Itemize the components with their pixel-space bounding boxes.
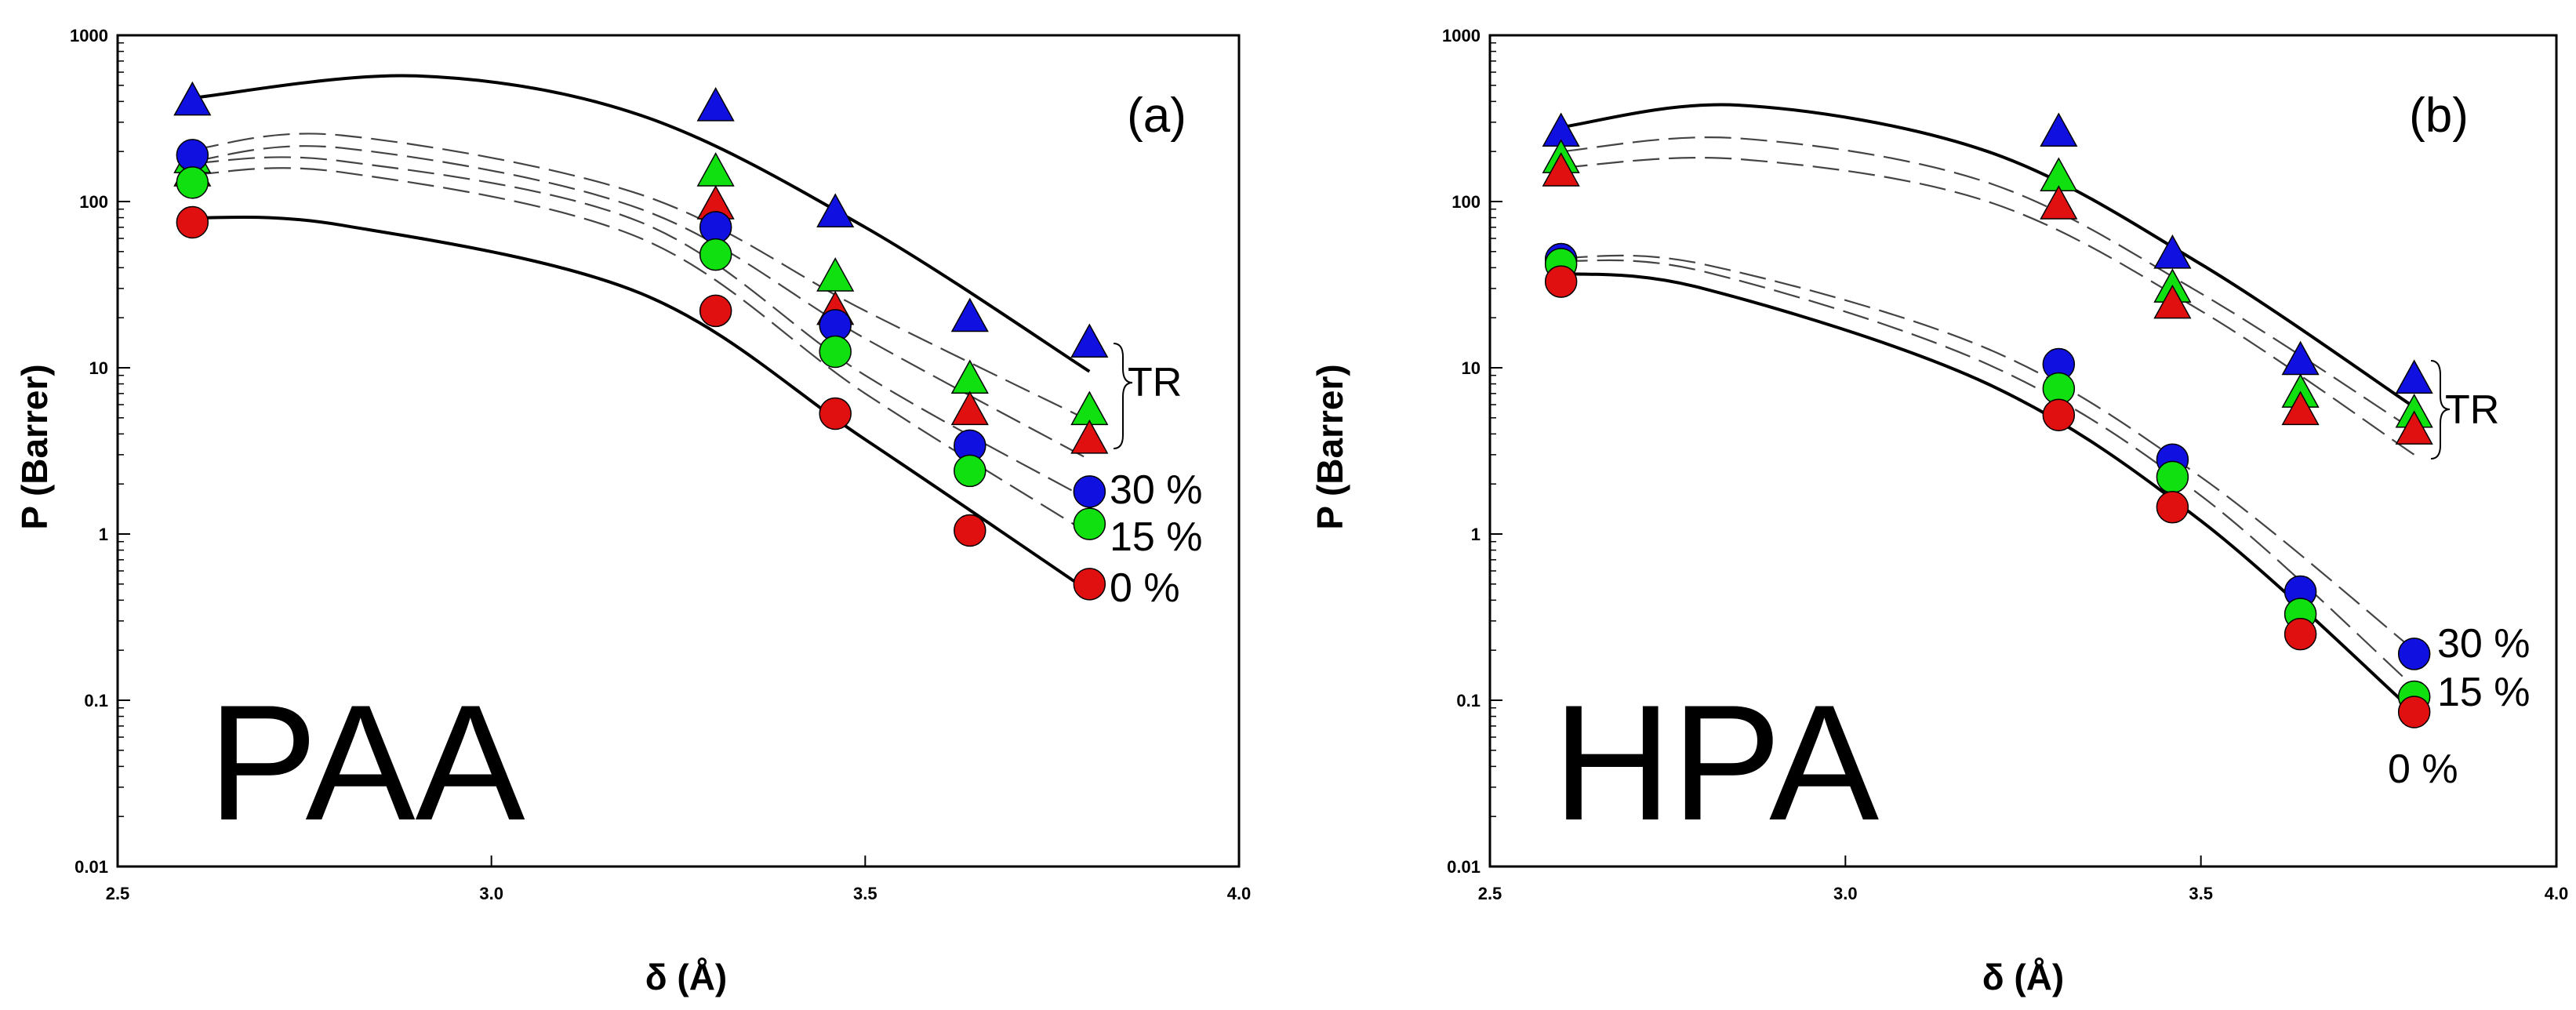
data-markers [173, 81, 1109, 601]
circle-marker [176, 166, 209, 199]
triangle-marker [1070, 419, 1109, 454]
triangle-marker [816, 257, 855, 292]
triangle-marker [2395, 410, 2433, 445]
x-tick-label: 3.5 [2189, 884, 2213, 903]
dashed-fit-curve [192, 156, 1090, 501]
y-tick-label: 0.1 [1456, 691, 1481, 710]
triangle-marker [1542, 152, 1580, 187]
panel-label: (b) [2409, 89, 2469, 143]
triangle-marker [696, 86, 735, 122]
polymer-label: HPA [1553, 670, 1879, 855]
x-tick-label: 3.0 [479, 884, 503, 903]
triangle-marker [2153, 284, 2192, 319]
triangle-marker [2040, 112, 2078, 147]
circle-marker [699, 294, 732, 328]
solid-fit-curve [192, 215, 1091, 594]
circle-marker [699, 238, 732, 271]
circle-marker [176, 205, 209, 239]
label-30-percent: 30 % [1110, 467, 1203, 513]
y-axis-label: P (Barrer) [1310, 364, 1350, 529]
y-tick-label: 1000 [70, 26, 108, 45]
label-15-percent: 15 % [1110, 514, 1203, 560]
x-tick-label: 2.5 [106, 884, 130, 903]
solid-fit-curve [192, 74, 1091, 373]
circle-marker [954, 454, 986, 488]
label-15-percent: 15 % [2437, 670, 2531, 715]
triangle-marker [1070, 323, 1109, 358]
circle-marker [1544, 265, 1578, 298]
plot-frame [116, 34, 1241, 868]
y-tick-label: 1 [1471, 525, 1481, 544]
triangle-marker [950, 359, 989, 394]
polymer-label: PAA [208, 670, 525, 855]
y-tick-label: 100 [1451, 192, 1481, 212]
triangle-marker [2040, 185, 2078, 220]
x-tick-label: 2.5 [1478, 884, 1502, 903]
triangle-marker [2153, 234, 2192, 269]
triangle-marker [816, 193, 855, 227]
y-tick-label: 1000 [1442, 26, 1481, 45]
circle-marker [954, 514, 986, 547]
dashed-fit-curve [1560, 254, 2415, 652]
fit-curves [1560, 103, 2416, 714]
circle-marker [2397, 638, 2431, 670]
triangle-marker [950, 297, 989, 332]
triangle-marker [2281, 391, 2320, 426]
triangle-marker [2395, 359, 2433, 394]
triangle-marker [950, 391, 989, 426]
chart-panel-b: P (Barrer) δ (Å) 2.5 3.0 3.5 4.0 0.01 0.1 1 10 1… [1310, 26, 2568, 997]
solid-fit-curve [1560, 103, 2415, 409]
dashed-fit-curve [1560, 136, 2415, 431]
tr-brace [2430, 360, 2451, 460]
circle-marker [2284, 617, 2317, 651]
dashed-fit-curve [192, 133, 1090, 422]
label-0-percent: 0 % [2388, 747, 2458, 792]
circle-marker [1073, 568, 1106, 601]
solid-fit-curve [1560, 271, 2416, 714]
y-tick-label: 0.1 [84, 691, 108, 710]
chart-panel-a: P (Barrer) δ (Å) 2.5 3.0 3.5 4.0 0.01 0.1 1 10 1… [14, 26, 1251, 997]
triangle-marker [696, 152, 735, 187]
triangle-marker [173, 81, 212, 116]
dashed-fit-curve [1560, 259, 2415, 688]
dashed-fit-curve [192, 167, 1090, 535]
y-tick-label: 10 [1462, 358, 1481, 378]
circle-marker [2397, 696, 2431, 728]
x-axis-label: δ (Å) [645, 957, 728, 997]
circle-marker [2042, 398, 2076, 431]
x-tick-label: 4.0 [2545, 884, 2569, 903]
data-markers [1542, 112, 2433, 728]
y-tick-label: 0.01 [1447, 857, 1481, 877]
tr-brace [1113, 343, 1133, 449]
label-0-percent: 0 % [1110, 565, 1180, 611]
circle-marker [819, 397, 852, 431]
circle-marker [1073, 507, 1106, 540]
x-tick-label: 4.0 [1227, 884, 1252, 903]
tr-label: TR [2445, 387, 2499, 433]
y-axis-label: P (Barrer) [14, 364, 55, 529]
dashed-fit-curve [1560, 156, 2415, 456]
y-tick-label: 100 [79, 192, 108, 212]
tr-label: TR [1128, 360, 1182, 405]
circle-marker [819, 335, 852, 369]
axis-ticks: 2.5 3.0 3.5 4.0 0.01 0.1 1 10 100 1000 [1442, 26, 2568, 903]
panel-label: (a) [1127, 89, 1186, 143]
x-tick-label: 3.5 [853, 884, 877, 903]
x-tick-label: 3.0 [1833, 884, 1858, 903]
y-tick-label: 1 [99, 525, 108, 544]
label-30-percent: 30 % [2437, 621, 2531, 667]
circle-marker [2156, 491, 2189, 524]
y-tick-label: 0.01 [74, 857, 108, 877]
dashed-fit-curve [192, 145, 1090, 461]
circle-marker [1073, 475, 1106, 508]
fit-curves [192, 74, 1091, 594]
circle-marker [2156, 460, 2189, 494]
x-axis-label: δ (Å) [1982, 957, 2065, 997]
circle-marker [176, 139, 209, 172]
plot-frame [1488, 34, 2558, 868]
y-tick-label: 10 [89, 358, 108, 378]
